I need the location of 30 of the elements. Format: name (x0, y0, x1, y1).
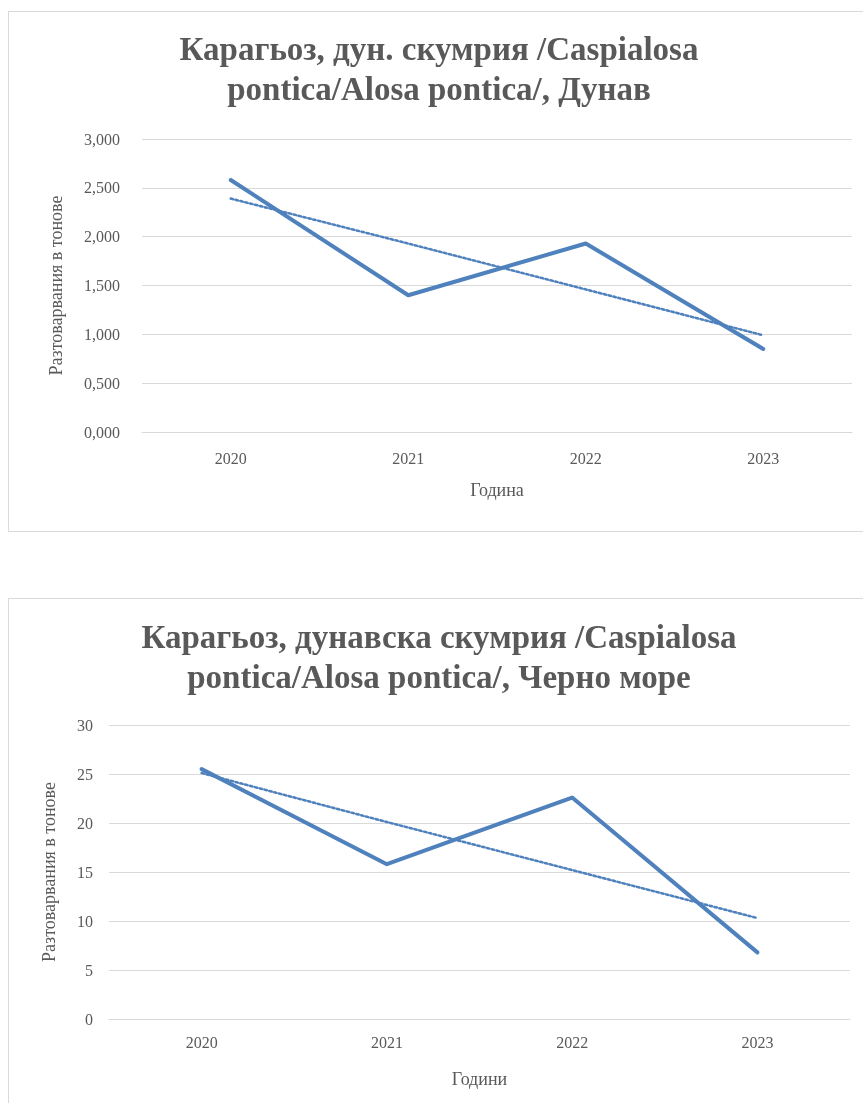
x-axis-title: Година (470, 480, 524, 500)
y-tick-label: 2,500 (84, 179, 120, 197)
y-tick-label: 0,500 (84, 374, 120, 392)
x-tick-label: 2021 (392, 449, 425, 467)
y-tick-label: 5 (85, 961, 93, 979)
x-tick-label: 2023 (747, 449, 780, 467)
y-axis-title: Разтоварвания в тонове (46, 195, 66, 376)
chart-title: Карагьоз, дунавска скумрия /Caspialosa pontica/Alosa pontica/, Черно море (141, 619, 737, 695)
y-tick-label: 0 (85, 1010, 93, 1028)
x-axis-title: Години (451, 1069, 508, 1089)
y-tick-label: 10 (77, 912, 93, 930)
y-tick-label: 15 (77, 863, 93, 881)
y-tick-label: 1,500 (84, 277, 120, 294)
chart-title: Карагьоз, дун. скумрия /Caspialosa pontica/Alosa pontica/, Дунав (179, 31, 699, 107)
line-series (228, 178, 766, 351)
x-tick-label: 2020 (185, 1033, 218, 1051)
y-tick-label: 0,000 (84, 423, 120, 441)
y-axis-title: Разтоварвания в тонове (39, 782, 59, 962)
x-tick-label: 2021 (370, 1033, 403, 1051)
y-tick-label: 1,000 (84, 325, 120, 343)
y-tick-label: 25 (77, 765, 93, 783)
y-tick-label: 3,000 (84, 130, 120, 148)
y-tick-label: 2,000 (84, 228, 120, 246)
x-tick-label: 2020 (214, 449, 247, 467)
x-tick-label: 2022 (556, 1033, 589, 1051)
y-tick-label: 20 (77, 814, 93, 832)
x-tick-label: 2022 (569, 449, 602, 467)
line-series (199, 767, 760, 955)
y-tick-label: 30 (77, 716, 93, 734)
x-tick-label: 2023 (741, 1033, 774, 1051)
